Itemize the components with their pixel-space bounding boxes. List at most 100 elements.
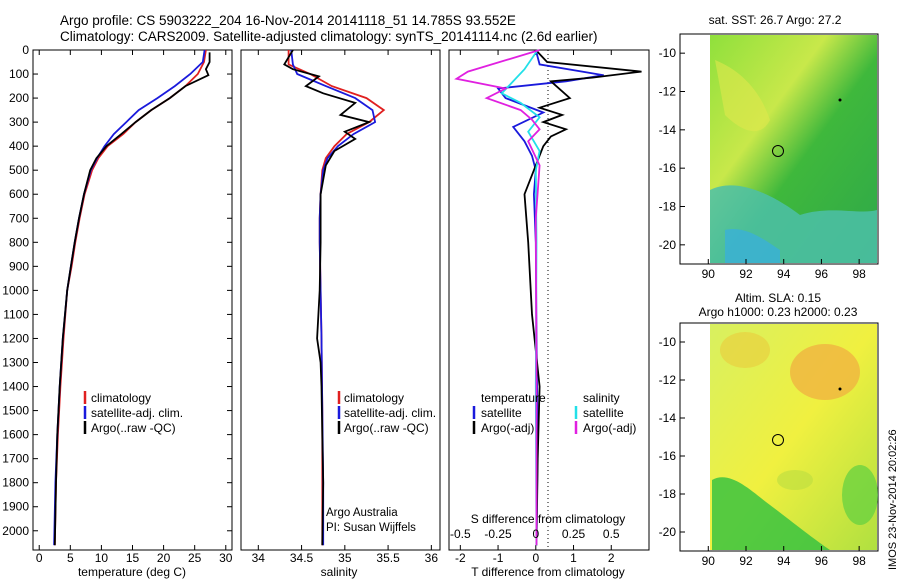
- sla-map-title: Altim. SLA: 0.15: [735, 291, 821, 305]
- depth-tick-label: 1600: [2, 428, 29, 442]
- temperature-panel: 0100200300400500600700800900100011001200…: [2, 43, 649, 579]
- depth-tick-label: 1800: [2, 476, 29, 490]
- pi-label: PI: Susan Wijffels: [326, 522, 416, 534]
- depth-tick-label: 2000: [2, 524, 29, 538]
- lon-tick-label: 98: [852, 267, 866, 281]
- depth-tick-label: 1500: [2, 404, 29, 418]
- lon-tick-label: 92: [739, 267, 753, 281]
- argo-position-marker: [772, 145, 784, 157]
- legend-header-temperature: temperature: [481, 391, 546, 405]
- depth-tick-label: 1900: [2, 500, 29, 514]
- salinity-panel: 34 34.5 35 35.5 36 climatology satellite-adj…: [240, 49, 441, 579]
- x-tick-label: 34: [252, 551, 266, 565]
- lat-tick-label: -20: [659, 238, 677, 252]
- lon-tick-label: 96: [815, 554, 829, 568]
- depth-tick-label: 1100: [3, 307, 29, 321]
- x-tick-label: 35: [338, 551, 352, 565]
- temperature-lines: [53, 49, 211, 546]
- x-tick-label: 5: [67, 551, 74, 565]
- temperature-legend: climatology satellite-adj. clim. Argo(..…: [83, 391, 183, 435]
- series-line-t-argo: [523, 49, 642, 546]
- depth-tick-label: 1000: [2, 283, 29, 297]
- series-line-s-argo: [454, 49, 541, 546]
- salinity-axes-frame: [240, 49, 441, 551]
- float-track-dot: [838, 98, 842, 102]
- header-line-1: Argo profile: CS 5903222_204 16-Nov-2014…: [60, 13, 516, 28]
- difference-tick-labels: -2 -1 0 1 2: [455, 50, 615, 565]
- x-tick-label: 1: [570, 551, 577, 565]
- sla-lat-ticks: -10 -12 -14 -16 -18 -20: [659, 335, 685, 539]
- difference-panel: -2 -1 0 1 2 temperature salinity satellite A…: [448, 49, 650, 579]
- argo-position-marker: [772, 434, 784, 446]
- depth-tick-label: 800: [9, 235, 29, 249]
- lat-tick-label: -20: [659, 525, 677, 539]
- x-tick-label: 0: [532, 551, 539, 565]
- lon-tick-label: 96: [815, 267, 829, 281]
- legend-satellite: satellite-adj. clim.: [344, 406, 436, 420]
- institution-label: Argo Australia: [326, 507, 398, 519]
- s-diff-tick-label: -0.25: [484, 527, 512, 541]
- x-tick-label: 35.5: [376, 551, 400, 565]
- depth-tick-label: 0: [22, 43, 29, 57]
- s-difference-tick-labels: -0.5 -0.25 0 0.25 0.5: [450, 527, 620, 541]
- legend-argo: Argo(..raw -QC): [344, 421, 429, 435]
- sla-field: [710, 324, 878, 550]
- depth-tick-label: 1300: [2, 356, 29, 370]
- depth-tick-label: 1400: [2, 380, 29, 394]
- lon-tick-label: 90: [702, 267, 716, 281]
- lat-tick-label: -12: [659, 373, 677, 387]
- s-diff-tick-label: 0: [532, 527, 539, 541]
- x-tick-label: -2: [455, 551, 466, 565]
- series-line-argo-raw-qc: [53, 52, 211, 546]
- legend-s-satellite: satellite: [583, 406, 624, 420]
- s-diff-tick-label: -0.5: [450, 527, 471, 541]
- float-track-dot: [838, 387, 842, 391]
- legend-s-argo: Argo(-adj): [583, 421, 636, 435]
- legend-climatology: climatology: [344, 391, 404, 405]
- s-diff-tick-label: 0.5: [603, 527, 620, 541]
- x-tick-label: 2: [608, 551, 615, 565]
- depth-tick-label: 1700: [2, 452, 29, 466]
- series-line-satellite-adj-clim: [290, 49, 377, 546]
- depth-tick-label: 900: [9, 259, 29, 273]
- difference-legend: temperature salinity satellite Argo(-adj…: [472, 391, 636, 435]
- temperature-xlabel: temperature (deg C): [78, 565, 186, 579]
- sst-map-panel: sat. SST: 26.7 Argo: 27.2 -10-12-14-16-1…: [659, 13, 879, 281]
- x-tick-label: 34.5: [290, 551, 314, 565]
- lat-tick-label: -16: [659, 449, 677, 463]
- sla-map-panel: Altim. SLA: 0.15 Argo h1000: 0.23 h2000:…: [659, 291, 879, 568]
- sst-map-title: sat. SST: 26.7 Argo: 27.2: [709, 13, 842, 27]
- depth-tick-label: 700: [9, 211, 29, 225]
- x-tick-label: 25: [188, 551, 202, 565]
- x-tick-label: 30: [219, 551, 233, 565]
- legend-t-satellite: satellite: [481, 406, 522, 420]
- lat-tick-label: -12: [659, 85, 677, 99]
- depth-tick-label: 600: [9, 187, 29, 201]
- lat-tick-label: -14: [659, 411, 677, 425]
- lat-tick-label: -18: [659, 487, 677, 501]
- x-tick-label: 36: [425, 551, 439, 565]
- x-tick-label: 15: [126, 551, 140, 565]
- x-tick-label: -1: [493, 551, 504, 565]
- legend-argo: Argo(..raw -QC): [91, 421, 176, 435]
- series-line-argo-raw-qc: [283, 49, 373, 546]
- s-diff-tick-label: 0.25: [562, 527, 586, 541]
- lon-tick-label: 98: [852, 554, 866, 568]
- lon-tick-label: 92: [739, 554, 753, 568]
- legend-satellite: satellite-adj. clim.: [91, 406, 183, 420]
- sla-lon-ticks: 90 92 94 96 98: [702, 546, 866, 568]
- lat-tick-label: -18: [659, 200, 677, 214]
- legend-t-argo: Argo(-adj): [481, 421, 534, 435]
- salinity-legend: climatology satellite-adj. clim. Argo(..…: [337, 391, 436, 435]
- t-difference-xlabel: T difference from climatology: [471, 565, 625, 579]
- lat-tick-label: -16: [659, 161, 677, 175]
- depth-tick-label: 500: [9, 163, 29, 177]
- difference-lines: [454, 49, 642, 546]
- sst-field: [710, 35, 877, 263]
- salinity-xlabel: salinity: [321, 565, 358, 579]
- depth-tick-label: 1200: [2, 331, 29, 345]
- difference-axes-frame: [448, 49, 650, 551]
- sst-lat-ticks: -10 -12 -14 -16 -18 -20: [659, 46, 685, 252]
- depth-tick-label: 300: [9, 115, 29, 129]
